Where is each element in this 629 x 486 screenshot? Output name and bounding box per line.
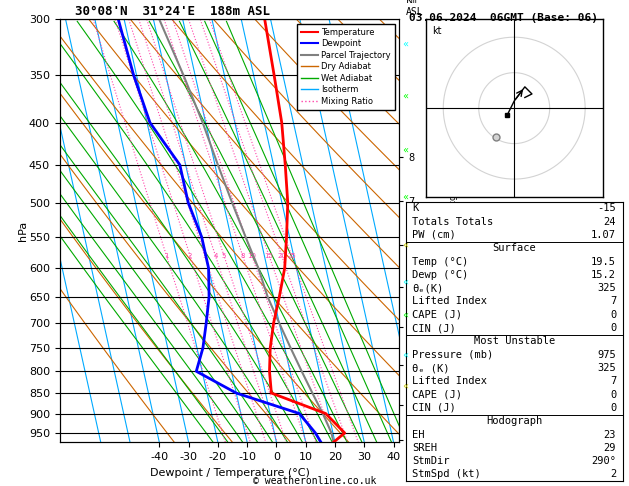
Text: »: » <box>403 90 408 100</box>
Text: 03.06.2024  06GMT (Base: 06): 03.06.2024 06GMT (Base: 06) <box>409 13 598 23</box>
Text: 1.07: 1.07 <box>591 230 616 240</box>
Text: © weatheronline.co.uk: © weatheronline.co.uk <box>253 475 376 486</box>
X-axis label: Dewpoint / Temperature (°C): Dewpoint / Temperature (°C) <box>150 468 309 478</box>
Text: θₑ (K): θₑ (K) <box>412 363 450 373</box>
Text: 23: 23 <box>604 430 616 439</box>
Text: »: » <box>403 348 408 358</box>
Text: LCL: LCL <box>406 425 421 434</box>
Y-axis label: Mixing Ratio (g/kg): Mixing Ratio (g/kg) <box>449 191 459 271</box>
Text: 15: 15 <box>265 253 274 259</box>
Text: 1: 1 <box>164 253 169 259</box>
Text: Lifted Index: Lifted Index <box>412 296 487 307</box>
Text: EH: EH <box>412 430 425 439</box>
Text: SREH: SREH <box>412 443 437 453</box>
Text: 5: 5 <box>222 253 226 259</box>
Text: »: » <box>403 238 408 248</box>
Text: »: » <box>403 143 408 154</box>
Text: 30°08'N  31°24'E  188m ASL: 30°08'N 31°24'E 188m ASL <box>60 5 270 18</box>
Text: StmDir: StmDir <box>412 456 450 466</box>
Text: CIN (J): CIN (J) <box>412 403 456 413</box>
Text: 290°: 290° <box>591 456 616 466</box>
Text: 0: 0 <box>610 390 616 399</box>
Text: 325: 325 <box>598 283 616 293</box>
Legend: Temperature, Dewpoint, Parcel Trajectory, Dry Adiabat, Wet Adiabat, Isotherm, Mi: Temperature, Dewpoint, Parcel Trajectory… <box>298 24 395 110</box>
Text: 20: 20 <box>277 253 286 259</box>
Text: CAPE (J): CAPE (J) <box>412 310 462 320</box>
Text: 4: 4 <box>213 253 218 259</box>
Text: -15: -15 <box>598 203 616 213</box>
Text: »: » <box>403 308 408 318</box>
Text: »: » <box>403 275 408 285</box>
Text: kt: kt <box>433 26 442 35</box>
Text: 7: 7 <box>610 376 616 386</box>
Text: K: K <box>412 203 418 213</box>
Text: 325: 325 <box>598 363 616 373</box>
Text: Surface: Surface <box>493 243 536 253</box>
Text: »: » <box>403 191 408 200</box>
Text: 25: 25 <box>287 253 296 259</box>
Text: 24: 24 <box>604 217 616 226</box>
Text: Temp (°C): Temp (°C) <box>412 257 469 267</box>
Text: 0: 0 <box>610 323 616 333</box>
Text: »: » <box>403 37 408 48</box>
Text: 10: 10 <box>247 253 257 259</box>
Text: Dewp (°C): Dewp (°C) <box>412 270 469 280</box>
Text: 975: 975 <box>598 350 616 360</box>
Text: 8: 8 <box>240 253 245 259</box>
Text: 7: 7 <box>610 296 616 307</box>
Text: Lifted Index: Lifted Index <box>412 376 487 386</box>
Y-axis label: hPa: hPa <box>18 221 28 241</box>
Text: 2: 2 <box>188 253 192 259</box>
Text: Totals Totals: Totals Totals <box>412 217 494 226</box>
Text: StmSpd (kt): StmSpd (kt) <box>412 469 481 480</box>
Text: 3: 3 <box>203 253 207 259</box>
Text: CIN (J): CIN (J) <box>412 323 456 333</box>
Text: km
ASL: km ASL <box>406 0 423 17</box>
Text: 15.2: 15.2 <box>591 270 616 280</box>
Text: Hodograph: Hodograph <box>486 416 542 426</box>
Text: Pressure (mb): Pressure (mb) <box>412 350 494 360</box>
Text: 29: 29 <box>604 443 616 453</box>
Text: »: » <box>403 380 408 389</box>
Text: 19.5: 19.5 <box>591 257 616 267</box>
Text: 0: 0 <box>610 403 616 413</box>
Text: 0: 0 <box>610 310 616 320</box>
Text: θₑ(K): θₑ(K) <box>412 283 443 293</box>
Text: PW (cm): PW (cm) <box>412 230 456 240</box>
Text: 2: 2 <box>610 469 616 480</box>
Text: Most Unstable: Most Unstable <box>474 336 555 347</box>
Text: CAPE (J): CAPE (J) <box>412 390 462 399</box>
